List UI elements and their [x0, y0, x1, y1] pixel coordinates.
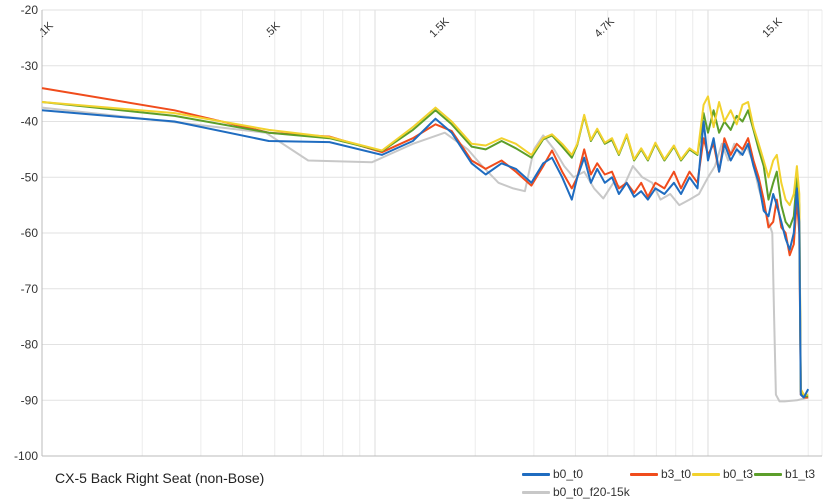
- x-tick-label: 4.7K: [592, 15, 617, 40]
- legend-b0_t3: b0_t3: [692, 467, 753, 481]
- y-tick-label: -100: [14, 449, 38, 463]
- y-tick-label: -20: [21, 3, 39, 17]
- series-line-b0_t0: [41, 109, 810, 399]
- legend-swatch-b0_t3: [692, 473, 720, 477]
- legend-label-b0_t3: b0_t3: [723, 467, 754, 481]
- legend-label-b0_t0: b0_t0: [553, 467, 584, 481]
- series-line-b3_t0: [41, 87, 809, 399]
- chart-title: CX-5 Back Right Seat (non-Bose): [55, 470, 265, 486]
- y-tick-label: -70: [21, 282, 39, 296]
- legend-b3_t0: b3_t0: [630, 467, 691, 481]
- legend-b0_t0_f20-15k: b0_t0_f20-15k: [522, 485, 630, 499]
- legend-b1_t3: b1_t3: [754, 467, 815, 481]
- legend-swatch-b0_t0: [522, 473, 550, 477]
- x-tick-label: .5K: [262, 19, 283, 40]
- y-tick-label: -80: [21, 338, 39, 352]
- series-line-b0_t3: [41, 95, 809, 396]
- y-tick-label: -40: [21, 115, 39, 129]
- legend-swatch-b0_t0_f20-15k: [522, 491, 550, 495]
- legend-b0_t0: b0_t0: [522, 467, 583, 481]
- series-line-b1_t3: [41, 101, 809, 398]
- y-tick-label: -60: [21, 226, 39, 240]
- legend-label-b0_t0_f20-15k: b0_t0_f20-15k: [553, 485, 630, 499]
- x-tick-label: 1.5K: [427, 15, 452, 40]
- y-tick-label: -90: [21, 393, 39, 407]
- legend-label-b1_t3: b1_t3: [785, 467, 816, 481]
- y-tick-label: -30: [21, 59, 39, 73]
- legend-swatch-b1_t3: [754, 473, 782, 477]
- y-tick-label: -50: [21, 170, 39, 184]
- legend-label-b3_t0: b3_t0: [661, 467, 692, 481]
- x-tick-label: .1K: [36, 19, 57, 40]
- x-tick-label: 15.K: [760, 15, 785, 40]
- legend-swatch-b3_t0: [630, 473, 658, 477]
